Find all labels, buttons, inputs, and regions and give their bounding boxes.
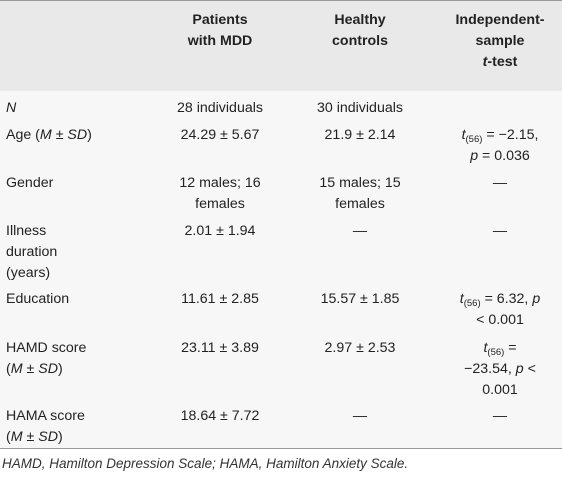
row-2-test-line-0: — [492, 175, 508, 191]
header-mdd-line1: Patients [192, 12, 248, 28]
row-1-mdd-line-0: 24.29 ± 5.67 [180, 127, 260, 143]
row-1-hc-line-0: 21.9 ± 2.14 [324, 127, 396, 143]
row-1-test-line-1: p = 0.036 [470, 148, 530, 164]
row-1-test-cell: t(56) = −2.15, p = 0.036 [440, 125, 560, 167]
row-2-mdd-cell: 12 males; 16 females [150, 173, 290, 215]
row-4-test-cell: t(56) = 6.32, p < 0.001 [440, 289, 560, 331]
row-2-test-cell: — [440, 173, 560, 194]
row-1-label-cell: Age (M ± SD) [6, 125, 146, 146]
row-6-hc-cell: — [300, 406, 420, 427]
table-footnote: HAMD, Hamilton Depression Scale; HAMA, H… [2, 456, 409, 471]
row-2-hc-line-1: females [335, 196, 385, 212]
row-1-label-line-0: Age (M ± SD) [6, 127, 92, 143]
row-3-label-cell: Illness duration (years) [6, 221, 146, 284]
row-4-label-cell: Education [6, 289, 146, 310]
row-6-test-cell: — [440, 406, 560, 427]
row-0-hc-line-0: 30 individuals [317, 100, 403, 116]
row-1-mdd-cell: 24.29 ± 5.67 [150, 125, 290, 146]
header-mdd: Patients with MDD [150, 10, 290, 52]
row-5-test-line-0: t(56) = [483, 340, 517, 358]
row-3-test-cell: — [440, 221, 560, 242]
row-5-mdd-cell: 23.11 ± 3.89 [150, 338, 290, 359]
row-0-hc-cell: 30 individuals [300, 98, 420, 119]
header-test: Independent- sample t-test [440, 10, 560, 73]
row-6-hc-line-0: — [352, 408, 368, 424]
row-0-label-cell: N [6, 98, 146, 119]
row-0-mdd-cell: 28 individuals [150, 98, 290, 119]
row-3-hc-line-0: — [352, 223, 368, 239]
row-3-hc-cell: — [300, 221, 420, 242]
row-6-mdd-line-0: 18.64 ± 7.72 [180, 408, 260, 424]
header-test-line3: t-test [482, 54, 518, 70]
row-1-hc-cell: 21.9 ± 2.14 [300, 125, 420, 146]
row-4-mdd-cell: 11.61 ± 2.85 [150, 289, 290, 310]
row-2-mdd-line-1: females [195, 196, 245, 212]
row-3-label-line-0: Illness [6, 223, 47, 239]
row-2-hc-line-0: 15 males; 15 [319, 175, 401, 191]
row-1-test-line-0: t(56) = −2.15, [461, 127, 539, 145]
row-5-test-line-1: −23.54, p < [464, 361, 536, 377]
row-5-mdd-line-0: 23.11 ± 3.89 [181, 340, 259, 356]
table-header-band [0, 0, 562, 92]
header-test-line2: sample [475, 33, 525, 49]
row-3-test-line-0: — [492, 223, 508, 239]
row-2-hc-cell: 15 males; 15 females [300, 173, 420, 215]
header-hc: Healthy controls [300, 10, 420, 52]
row-5-hc-line-0: 2.97 ± 2.53 [324, 340, 396, 356]
row-0-label-line-0: N [6, 100, 17, 116]
header-hc-line2: controls [332, 33, 388, 49]
row-4-mdd-line-0: 11.61 ± 2.85 [181, 291, 259, 307]
row-3-label-line-2: (years) [6, 265, 51, 281]
row-6-label-line-1: (M ± SD) [6, 429, 63, 445]
row-2-label-line-0: Gender [6, 175, 54, 191]
row-4-hc-cell: 15.57 ± 1.85 [300, 289, 420, 310]
row-3-label-line-1: duration [6, 244, 58, 260]
table-body-band [0, 91, 562, 449]
row-4-test-line-0: t(56) = 6.32, p [459, 291, 541, 309]
row-5-label-line-0: HAMD score [6, 340, 87, 356]
row-5-test-line-2: 0.001 [482, 382, 518, 398]
row-5-label-line-1: (M ± SD) [6, 361, 63, 377]
row-4-test-line-1: < 0.001 [476, 312, 524, 328]
header-hc-line1: Healthy [334, 12, 386, 28]
row-0-mdd-line-0: 28 individuals [177, 100, 263, 116]
row-4-label-line-0: Education [6, 291, 70, 307]
row-6-label-line-0: HAMA score [6, 408, 85, 424]
row-6-test-line-0: — [492, 408, 508, 424]
row-4-hc-line-0: 15.57 ± 1.85 [320, 291, 400, 307]
row-2-label-cell: Gender [6, 173, 146, 194]
row-5-test-cell: t(56) = −23.54, p < 0.001 [440, 338, 560, 401]
row-5-hc-cell: 2.97 ± 2.53 [300, 338, 420, 359]
row-6-mdd-cell: 18.64 ± 7.72 [150, 406, 290, 427]
row-3-mdd-cell: 2.01 ± 1.94 [150, 221, 290, 242]
row-5-label-cell: HAMD score (M ± SD) [6, 338, 146, 380]
row-6-label-cell: HAMA score (M ± SD) [6, 406, 146, 448]
row-2-mdd-line-0: 12 males; 16 [179, 175, 261, 191]
header-mdd-line2: with MDD [187, 33, 253, 49]
header-test-line1: Independent- [455, 12, 545, 28]
row-3-mdd-line-0: 2.01 ± 1.94 [184, 223, 256, 239]
